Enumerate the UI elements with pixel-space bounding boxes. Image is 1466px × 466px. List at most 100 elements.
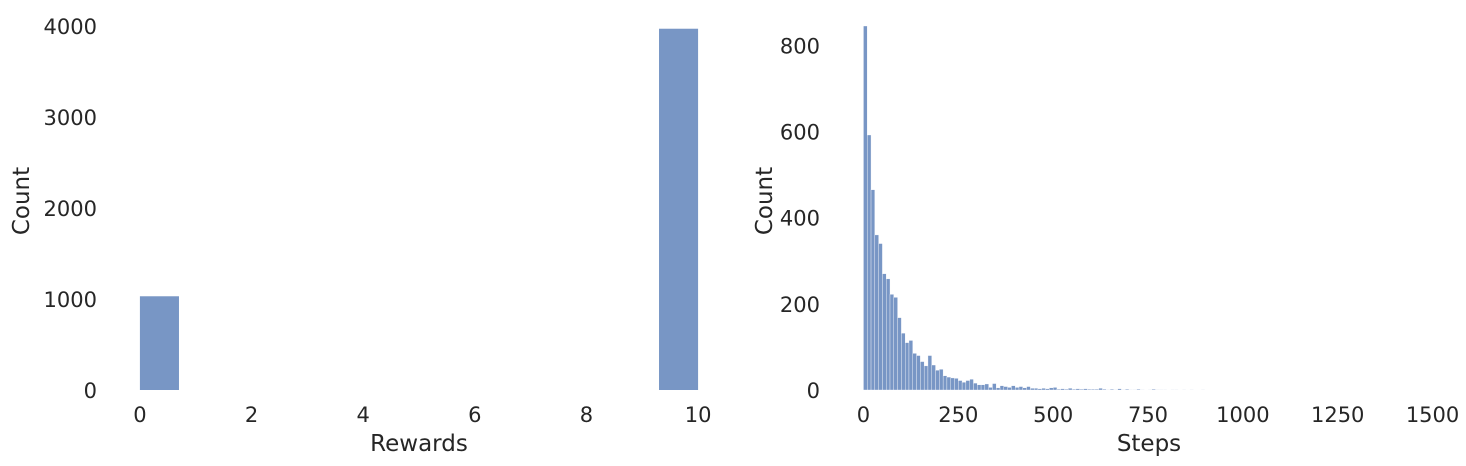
rewards-y-tick-label: 1000 [44,288,97,312]
steps-bar [897,317,902,391]
rewards-y-ticks: 0 1000 2000 3000 4000 [44,15,97,403]
steps-bar [1011,385,1016,391]
steps-bar [1022,387,1027,391]
rewards-x-ticks: 0 2 4 6 8 10 [133,403,711,427]
steps-bar [1045,388,1050,391]
steps-bar [1056,388,1061,391]
steps-x-tick-label: 1500 [1406,403,1459,427]
steps-bar [1075,388,1080,391]
rewards-x-tick-label: 4 [356,403,369,427]
steps-bar [1026,386,1031,391]
rewards-y-axis-label: Count [9,167,35,235]
rewards-x-tick-label: 0 [133,403,146,427]
steps-bar [1109,388,1115,391]
steps-y-tick-label: 200 [780,293,820,317]
steps-bar [988,387,993,391]
steps-bar [912,353,917,391]
steps-histogram-panel: 0 250 500 750 1000 1250 1500 0 200 400 600 800 Ste… [752,25,1460,457]
steps-bar [908,340,913,391]
rewards-bars [139,28,699,390]
steps-x-tick-label: 250 [938,403,978,427]
steps-bar [923,365,929,391]
rewards-y-tick-label: 2000 [44,197,97,221]
steps-bar [954,378,959,391]
steps-bar [878,243,883,391]
steps-bar [1068,388,1073,391]
steps-bar [1098,388,1103,391]
steps-y-tick-label: 0 [807,379,820,403]
steps-bar [863,25,868,391]
steps-bar [874,234,879,391]
steps-bar [1052,387,1058,391]
steps-bar [939,369,944,391]
steps-bar [867,134,872,391]
steps-bar [927,355,932,391]
steps-bar [1034,388,1039,391]
steps-bar [931,364,936,391]
steps-bar [942,375,948,391]
steps-bar [1041,388,1046,391]
steps-bar [882,273,887,391]
rewards-histogram-panel: 0 2 4 6 8 10 0 1000 2000 3000 4000 Rewards Count [9,15,711,457]
steps-bar [935,370,940,391]
steps-x-tick-label: 1000 [1216,403,1269,427]
steps-bar [1007,387,1012,391]
steps-bar [886,278,891,391]
steps-bar [965,380,970,391]
steps-x-axis-label: Steps [1117,431,1181,457]
steps-bar [999,385,1005,391]
steps-bar [1064,388,1069,391]
steps-bar [996,387,1001,391]
steps-x-ticks: 0 250 500 750 1000 1250 1500 [857,403,1460,427]
steps-bar [1015,387,1020,391]
rewards-y-tick-label: 0 [84,379,97,403]
rewards-x-tick-label: 10 [685,403,712,427]
steps-y-ticks: 0 200 400 600 800 [780,34,820,403]
steps-bar [977,384,982,391]
steps-bar [1071,388,1077,391]
steps-bar [1079,388,1084,391]
steps-bar [973,382,978,391]
steps-bar [958,380,963,391]
steps-bar [1117,388,1122,391]
steps-bar [1136,388,1141,391]
steps-bar [946,376,951,391]
steps-bar [992,383,997,391]
steps-bar [1060,388,1065,391]
steps-bar [893,297,898,391]
steps-bar [984,383,989,391]
steps-bar [870,189,876,391]
steps-y-tick-label: 600 [780,121,820,145]
steps-bar [920,361,925,391]
rewards-x-tick-label: 8 [580,403,593,427]
steps-x-tick-label: 0 [857,403,870,427]
steps-bar [1090,388,1096,391]
steps-bar [889,294,894,391]
steps-y-tick-label: 800 [780,34,820,58]
steps-bar [1018,386,1023,391]
rewards-y-tick-label: 3000 [44,106,97,130]
steps-bar [901,332,906,391]
steps-bar [1087,388,1092,391]
steps-y-axis-label: Count [752,167,778,235]
steps-bar [1151,388,1156,391]
steps-bar [1003,386,1008,391]
steps-bar [961,382,967,391]
steps-bar [1049,387,1054,391]
steps-bar [1094,388,1099,391]
steps-bar [916,355,921,391]
steps-bar [1030,388,1035,391]
steps-y-tick-label: 400 [780,207,820,231]
rewards-bar [659,28,699,390]
steps-bar [1083,388,1088,391]
rewards-x-tick-label: 2 [245,403,258,427]
steps-bar [980,384,986,391]
steps-bars [863,25,1206,391]
steps-bar [1125,388,1130,391]
steps-x-tick-label: 500 [1033,403,1073,427]
steps-bar [969,379,974,391]
steps-x-tick-label: 1250 [1311,403,1364,427]
steps-bar [1037,388,1042,391]
steps-bar [1102,388,1107,391]
